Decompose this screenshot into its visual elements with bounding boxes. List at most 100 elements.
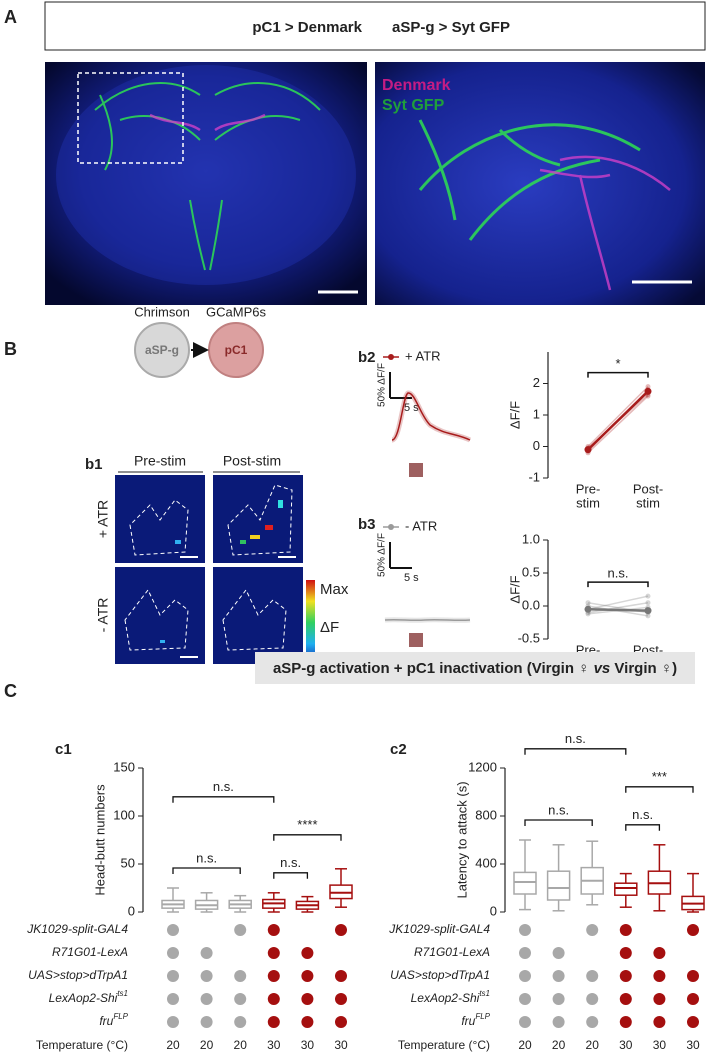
- neuron-node: [134, 322, 190, 378]
- trace: [391, 392, 471, 441]
- individual-point: [645, 384, 651, 390]
- genotype-dot: [167, 947, 179, 959]
- genotype-dot: [519, 1016, 531, 1028]
- mean-point: [584, 605, 592, 613]
- y-axis-label: Head-butt numbers: [92, 784, 107, 896]
- y-tick-label: -0.5: [518, 630, 540, 645]
- effector-label: GCaMP6s: [206, 304, 266, 319]
- temperature-value: 20: [200, 1038, 214, 1052]
- node-label: aSP-g: [145, 343, 179, 357]
- significance-label: *: [615, 356, 620, 371]
- x-tick-label: Post-: [633, 481, 663, 496]
- significance-label: n.s.: [565, 731, 586, 746]
- row-label: - ATR: [95, 598, 111, 633]
- effector-label: Chrimson: [134, 304, 190, 319]
- genotype-dot: [519, 924, 531, 936]
- genotype-sup: FLP: [475, 1012, 490, 1021]
- significance-bracket: [273, 872, 309, 879]
- legend-dot: [388, 524, 394, 530]
- y-axis-label: ΔF/F: [507, 575, 522, 603]
- genotype-dot: [552, 947, 565, 959]
- y-tick-label: 1.0: [522, 531, 540, 546]
- banner-part: Virgin ♀): [610, 660, 677, 677]
- panel-label: A: [4, 7, 17, 27]
- genotype-name: fru: [461, 1014, 475, 1028]
- subpanel-label: b2: [358, 349, 376, 366]
- genotype-dot: [267, 947, 280, 959]
- individual-line: [587, 601, 649, 614]
- y-axis-label: ΔF/F: [507, 401, 522, 429]
- row-label: + ATR: [95, 500, 111, 538]
- genotype-dot: [234, 1016, 247, 1028]
- temperature-value: 30: [301, 1038, 315, 1052]
- significance-label: n.s.: [280, 855, 301, 870]
- temperature-label: Temperature (°C): [36, 1038, 128, 1052]
- box: [546, 870, 571, 901]
- genotype-dot: [687, 993, 699, 1005]
- column-header: Pre-stim: [134, 453, 186, 469]
- banner-part: aSP-g activation + pC1 inactivation (Vir…: [273, 660, 594, 677]
- individual-point: [645, 613, 651, 619]
- banner-part: vs: [594, 660, 611, 677]
- subpanel-label: c1: [55, 741, 72, 758]
- y-tick-label: 800: [475, 807, 497, 822]
- individual-point: [585, 611, 591, 617]
- genotype-dot: [619, 993, 632, 1005]
- genotype-label: fruFLP: [461, 1012, 490, 1028]
- temperature-value: 30: [619, 1038, 633, 1052]
- genotype-name: LexAop2-Shi: [49, 991, 118, 1005]
- temperature-value: 30: [686, 1038, 700, 1052]
- y-tick-label: 0.5: [522, 564, 540, 579]
- genotype-name: JK1029-split-GAL4: [26, 922, 128, 936]
- significance-bracket: [587, 581, 649, 588]
- genotype-dot: [619, 924, 632, 936]
- y-tick-label: 1200: [468, 759, 497, 774]
- genotype-dot: [586, 970, 599, 982]
- box: [614, 882, 638, 896]
- genotype-dot: [167, 993, 179, 1005]
- genotype-label: JK1029-split-GAL4: [388, 922, 490, 936]
- genotype-dot: [552, 970, 565, 982]
- genotype-label: UAS>stop>dTrpA1: [390, 968, 490, 982]
- x-tick-label: stim: [636, 495, 660, 510]
- colorbar-label: Max: [320, 581, 349, 598]
- genotype-dot: [586, 993, 599, 1005]
- panel-label: B: [4, 339, 17, 359]
- genotype-label: JK1029-split-GAL4: [26, 922, 128, 936]
- title: pC1 > Denmark: [252, 19, 362, 36]
- genotype-dot: [234, 993, 247, 1005]
- brain-zoom-image: [375, 62, 705, 305]
- box: [513, 871, 537, 895]
- genotype-dot: [267, 924, 280, 936]
- genotype-dot: [586, 924, 599, 936]
- significance-bracket: [273, 834, 342, 841]
- genotype-name: R71G01-LexA: [52, 945, 128, 959]
- panel-label: C: [4, 681, 17, 701]
- genotype-dot: [519, 993, 531, 1005]
- genotype-dot: [653, 1016, 666, 1028]
- colorbar-label: ΔF: [320, 619, 339, 636]
- genotype-dot: [335, 1016, 347, 1028]
- genotype-dot: [234, 924, 247, 936]
- genotype-dot: [653, 970, 666, 982]
- individual-point: [645, 393, 651, 399]
- individual-point: [585, 600, 591, 606]
- genotype-dot: [267, 970, 280, 982]
- temperature-value: 30: [334, 1038, 348, 1052]
- mean-point: [584, 446, 592, 454]
- x-tick-label: stim: [576, 495, 600, 510]
- genotype-dot: [687, 970, 699, 982]
- channel-legend: Denmark: [382, 77, 451, 94]
- y-tick-label: 0.0: [522, 597, 540, 612]
- channel-legend: Syt GFP: [382, 97, 445, 114]
- subpanel-label: c2: [390, 741, 407, 758]
- x-tick-label: Pre-: [576, 481, 601, 496]
- genotype-name: fru: [99, 1014, 113, 1028]
- trace: [384, 618, 471, 622]
- significance-bracket: [172, 796, 275, 803]
- y-tick-label: 2: [533, 375, 540, 390]
- genotype-label: R71G01-LexA: [414, 945, 490, 959]
- scale-label: 50% ΔF/F: [377, 533, 388, 577]
- significance-bracket: [587, 371, 649, 378]
- significance-label: n.s.: [632, 807, 653, 822]
